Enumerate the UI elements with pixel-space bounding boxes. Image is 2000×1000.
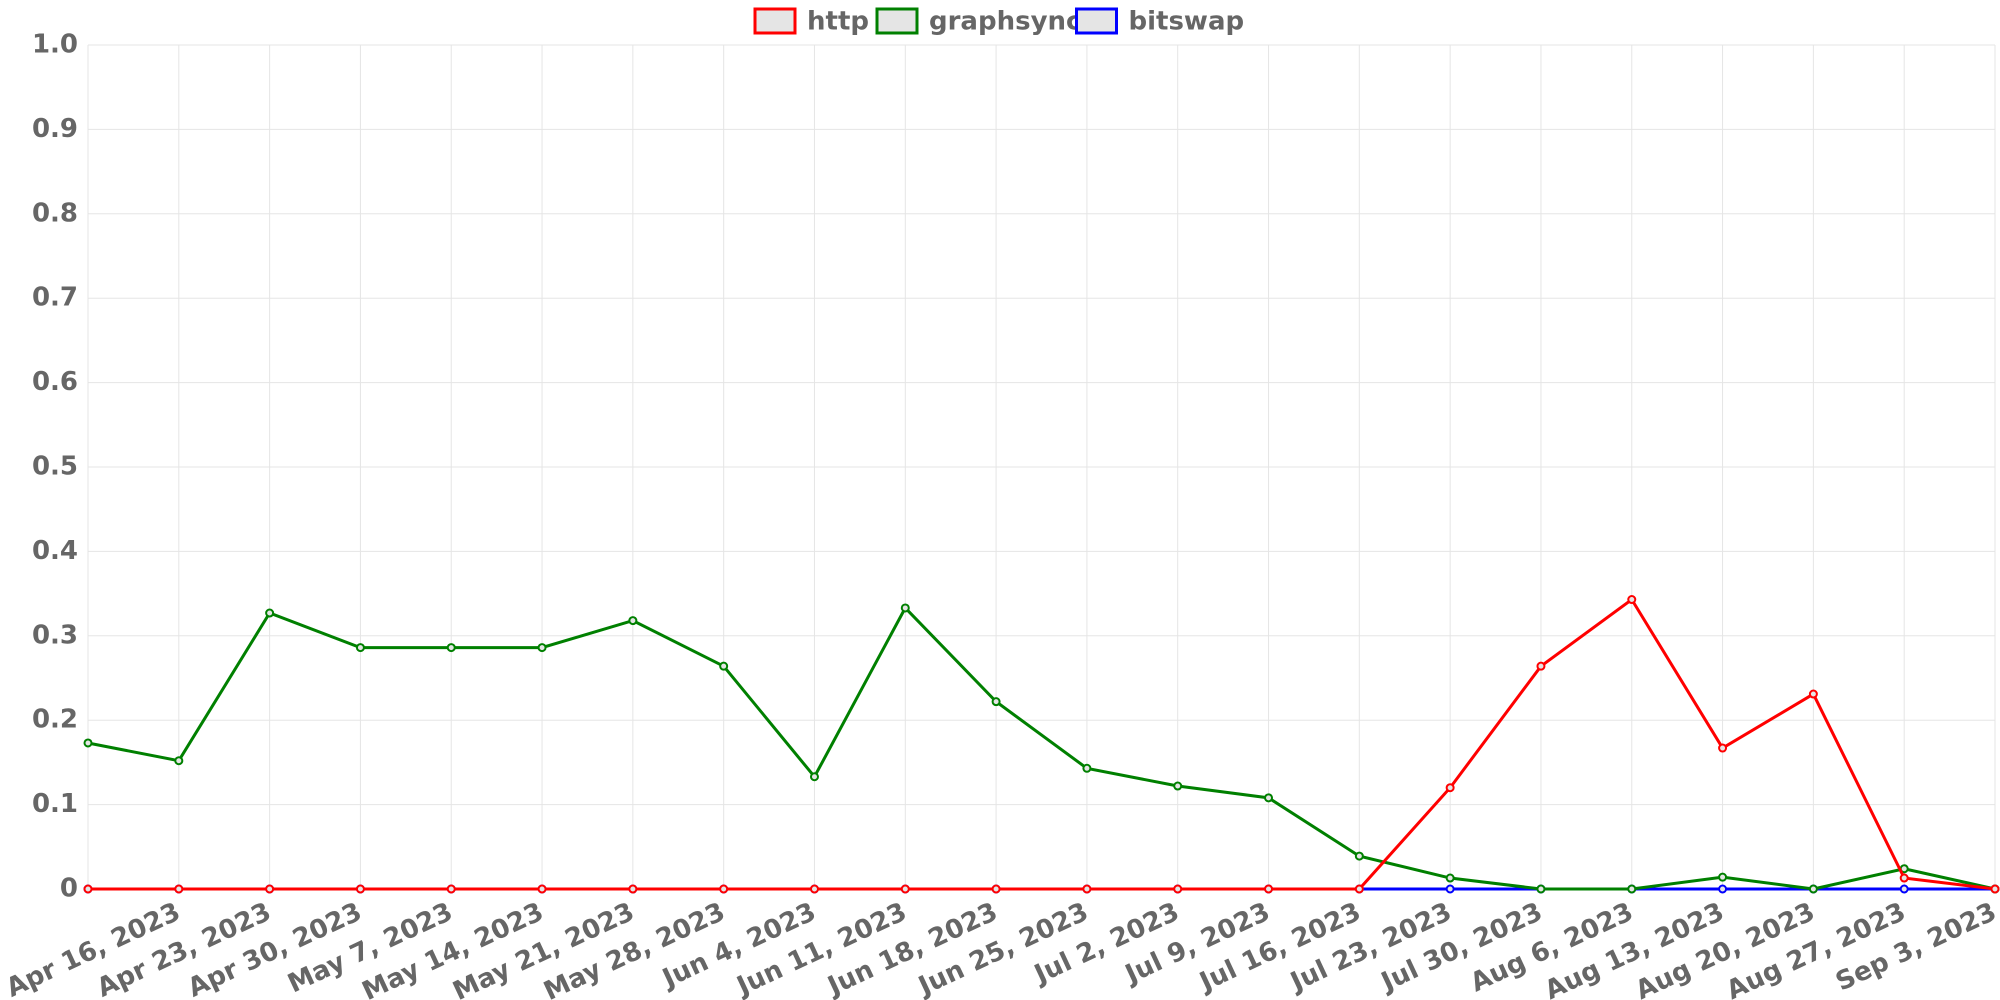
point bbox=[537, 643, 547, 653]
point bbox=[1899, 873, 1909, 883]
point bbox=[1082, 884, 1092, 894]
y-tick-label: 0.4 bbox=[32, 536, 78, 566]
y-tick-label: 0.7 bbox=[32, 283, 78, 313]
point bbox=[1173, 884, 1183, 894]
point bbox=[1808, 884, 1818, 894]
point bbox=[265, 884, 275, 894]
point bbox=[355, 884, 365, 894]
point bbox=[1354, 851, 1364, 861]
point bbox=[1445, 873, 1455, 883]
point bbox=[900, 603, 910, 613]
point bbox=[628, 884, 638, 894]
y-tick-label: 0.5 bbox=[32, 452, 78, 482]
point bbox=[174, 884, 184, 894]
y-tick-label: 0.3 bbox=[32, 620, 78, 650]
legend-swatch bbox=[875, 7, 919, 35]
y-tick-label: 0.8 bbox=[32, 198, 78, 228]
point bbox=[1264, 884, 1274, 894]
y-tick-label: 0.6 bbox=[32, 367, 78, 397]
point bbox=[1354, 884, 1364, 894]
legend-label: graphsync bbox=[929, 7, 1081, 37]
point bbox=[809, 884, 819, 894]
point bbox=[1082, 763, 1092, 773]
point bbox=[83, 884, 93, 894]
y-tick-label: 0 bbox=[60, 874, 78, 904]
point bbox=[1445, 783, 1455, 793]
point bbox=[537, 884, 547, 894]
legend-label: bitswap bbox=[1129, 7, 1245, 37]
y-tick-label: 0.9 bbox=[32, 114, 78, 144]
point bbox=[446, 884, 456, 894]
point bbox=[900, 884, 910, 894]
point bbox=[809, 772, 819, 782]
point bbox=[174, 756, 184, 766]
point bbox=[991, 697, 1001, 707]
point bbox=[1173, 781, 1183, 791]
point bbox=[1536, 884, 1546, 894]
point bbox=[628, 616, 638, 626]
point bbox=[991, 884, 1001, 894]
point bbox=[1990, 884, 2000, 894]
point bbox=[1536, 661, 1546, 671]
y-tick-label: 0.1 bbox=[32, 789, 78, 819]
point bbox=[83, 738, 93, 748]
point bbox=[719, 884, 729, 894]
point bbox=[1718, 743, 1728, 753]
point bbox=[1445, 884, 1455, 894]
y-tick-label: 0.2 bbox=[32, 705, 78, 735]
y-tick-label: 1.0 bbox=[32, 30, 78, 60]
point bbox=[1808, 689, 1818, 699]
point bbox=[265, 608, 275, 618]
point bbox=[1627, 884, 1637, 894]
point bbox=[446, 643, 456, 653]
point bbox=[1264, 793, 1274, 803]
point bbox=[1899, 884, 1909, 894]
point bbox=[355, 643, 365, 653]
point bbox=[719, 661, 729, 671]
point bbox=[1718, 872, 1728, 882]
point bbox=[1627, 595, 1637, 605]
legend-swatch bbox=[753, 7, 797, 35]
point bbox=[1718, 884, 1728, 894]
legend-swatch bbox=[1075, 7, 1118, 35]
series-line bbox=[87, 605, 1996, 891]
legend-label: http bbox=[807, 7, 869, 37]
series-line bbox=[88, 597, 1996, 891]
